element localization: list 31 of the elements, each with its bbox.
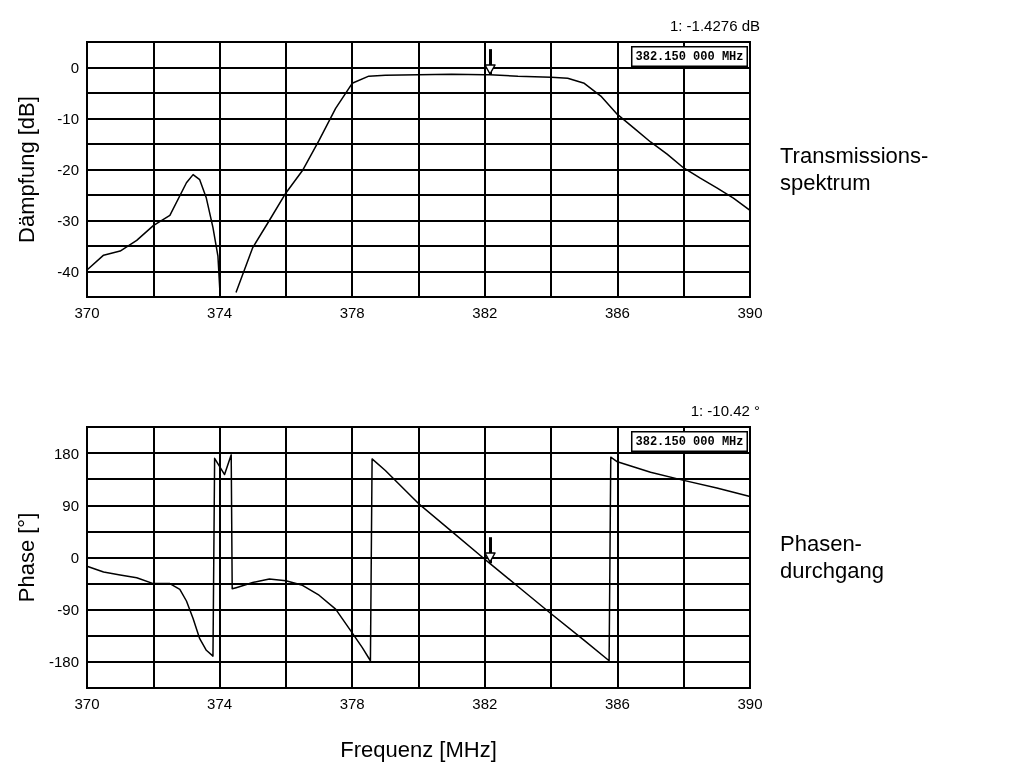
x-tick-label: 374 (207, 304, 233, 321)
y-tick-label: -180 (48, 653, 79, 671)
y-tick-label: -90 (57, 601, 79, 619)
x-tick-label: 382 (472, 695, 498, 712)
x-tick-label: 370 (74, 304, 100, 321)
y-axis-title: Dämpfung [dB] (13, 96, 39, 243)
annotation: 382.150 000 MHz (635, 49, 744, 64)
x-axis-title: Frequenz [MHz] (340, 736, 497, 762)
x-tick-label: 378 (339, 304, 365, 321)
y-tick-label: 0 (70, 549, 79, 566)
y-tick-label: -30 (57, 212, 79, 229)
text: Transmissions- spektrum (780, 142, 929, 195)
x-tick-label: 370 (74, 695, 100, 712)
y-tick-label: -10 (57, 110, 79, 127)
x-tick-label: 374 (207, 695, 233, 712)
text: Phasen- durchgang (780, 530, 884, 583)
x-tick-label: 390 (737, 695, 763, 712)
text: 1: -1.4276 dB (669, 17, 760, 34)
annotation: 382.150 000 MHz (635, 434, 744, 449)
x-tick-label: 382 (472, 304, 498, 321)
x-tick-label: 386 (604, 304, 630, 321)
y-tick-label: -40 (57, 263, 79, 280)
y-tick-label: 90 (62, 496, 79, 514)
y-tick-label: 0 (70, 59, 79, 76)
x-tick-label: 390 (737, 304, 763, 321)
y-tick-label: 180 (53, 444, 79, 462)
x-tick-label: 386 (604, 695, 630, 712)
x-tick-label: 378 (339, 695, 365, 712)
y-tick-label: -20 (57, 161, 79, 178)
text: 1: -10.42 ° (690, 402, 760, 419)
y-axis-title: Phase [°] (13, 512, 39, 603)
